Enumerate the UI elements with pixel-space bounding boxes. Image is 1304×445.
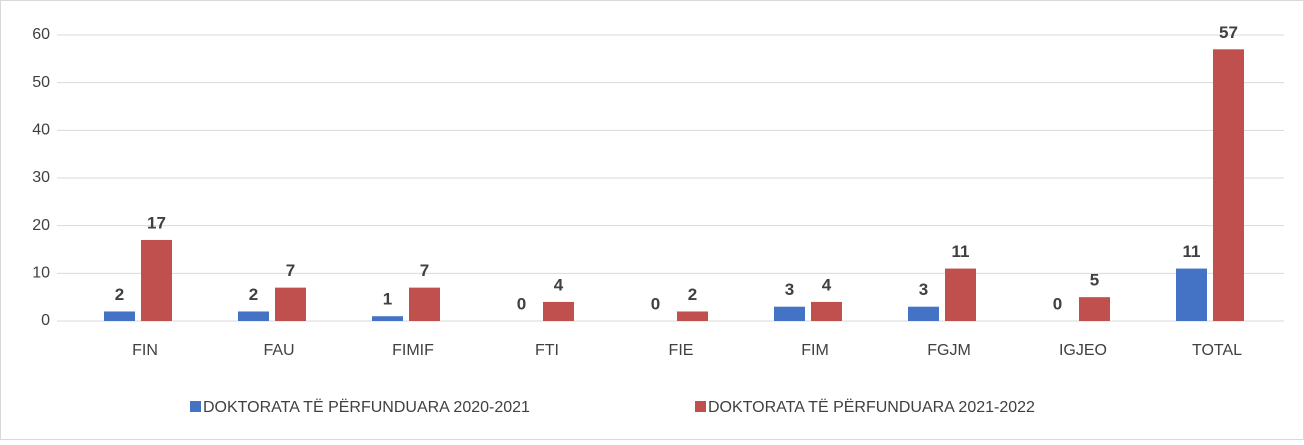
data-label: 5 xyxy=(1090,271,1099,290)
legend-swatch xyxy=(190,401,201,412)
y-tick-label: 60 xyxy=(32,26,50,43)
bar xyxy=(104,311,135,321)
bar xyxy=(409,287,440,321)
bar xyxy=(1213,49,1244,322)
legend-swatch xyxy=(695,401,706,412)
x-tick-label: FAU xyxy=(263,342,294,359)
bar xyxy=(1079,297,1110,321)
x-tick-label: FIMIF xyxy=(392,342,434,359)
data-label: 2 xyxy=(249,285,258,304)
data-label: 3 xyxy=(785,280,794,299)
bar xyxy=(372,316,403,321)
bar xyxy=(774,306,805,321)
x-tick-label: FIN xyxy=(132,342,158,359)
legend-label: DOKTORATA TË PËRFUNDUARA 2020-2021 xyxy=(203,398,530,416)
bar xyxy=(677,311,708,321)
y-tick-label: 10 xyxy=(32,265,50,282)
data-label: 0 xyxy=(1053,294,1062,313)
data-label: 7 xyxy=(420,261,429,280)
data-label: 11 xyxy=(952,242,970,261)
data-label: 57 xyxy=(1219,23,1238,42)
data-label: 1 xyxy=(383,290,392,309)
data-label: 3 xyxy=(919,280,928,299)
bar xyxy=(275,287,306,321)
bar xyxy=(543,301,574,321)
data-label: 0 xyxy=(517,294,526,313)
x-tick-label: FIM xyxy=(801,342,829,359)
legend-label: DOKTORATA TË PËRFUNDUARA 2021-2022 xyxy=(708,398,1035,416)
y-tick-label: 40 xyxy=(32,122,50,139)
data-label: 11 xyxy=(1183,242,1201,261)
y-tick-label: 50 xyxy=(32,74,50,91)
x-tick-label: FGJM xyxy=(927,342,971,359)
y-tick-label: 20 xyxy=(32,217,50,234)
data-label: 17 xyxy=(147,213,166,232)
y-tick-label: 0 xyxy=(41,312,50,329)
data-label: 4 xyxy=(554,275,564,294)
data-label: 0 xyxy=(651,294,660,313)
bar xyxy=(238,311,269,321)
bar xyxy=(1176,268,1207,321)
x-tick-label: FTI xyxy=(535,342,559,359)
data-label: 7 xyxy=(286,261,295,280)
y-tick-label: 30 xyxy=(32,169,50,186)
data-label: 2 xyxy=(688,285,697,304)
bar xyxy=(908,306,939,321)
bar xyxy=(945,268,976,321)
x-tick-label: FIE xyxy=(669,342,694,359)
bar xyxy=(811,301,842,321)
x-tick-label: IGJEO xyxy=(1059,342,1107,359)
data-label: 4 xyxy=(822,275,832,294)
data-label: 2 xyxy=(115,285,124,304)
x-tick-label: TOTAL xyxy=(1192,342,1242,359)
bar xyxy=(141,239,172,321)
